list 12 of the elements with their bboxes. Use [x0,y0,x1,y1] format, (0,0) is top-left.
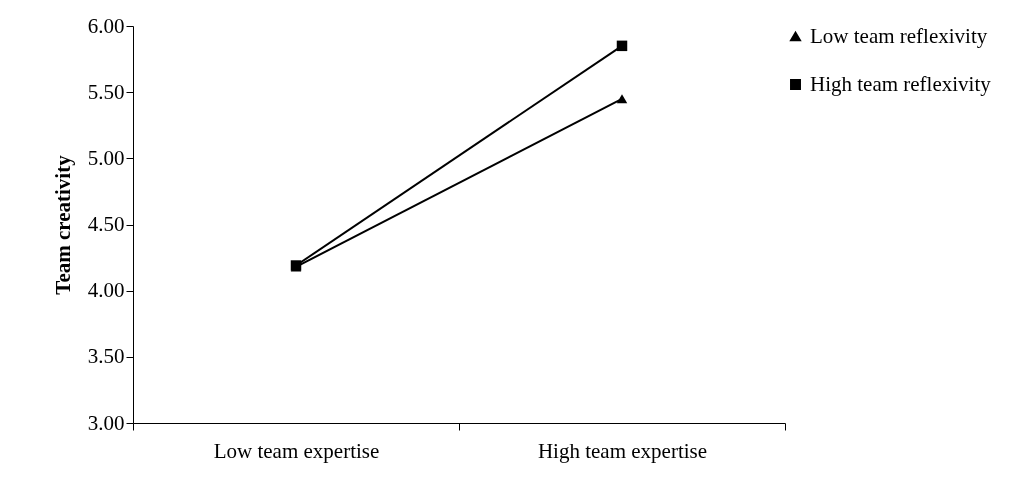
legend-label: Low team reflexivity [810,23,988,48]
y-tick-label: 4.00 [87,278,125,303]
y-tick-label: 4.50 [87,212,125,236]
y-tick-label: 3.00 [87,410,125,435]
y-tick-label: 5.50 [87,79,125,104]
y-tick-label: 5.00 [87,145,125,170]
y-tick-label: 3.50 [87,344,125,369]
y-tick-label: 6.00 [87,13,125,38]
legend-label: High team reflexivity [810,71,992,96]
x-tick-label: Low team expertise [213,438,380,463]
y-axis-title: Team creativity [50,154,75,295]
x-tick-label: High team expertise [537,438,708,463]
